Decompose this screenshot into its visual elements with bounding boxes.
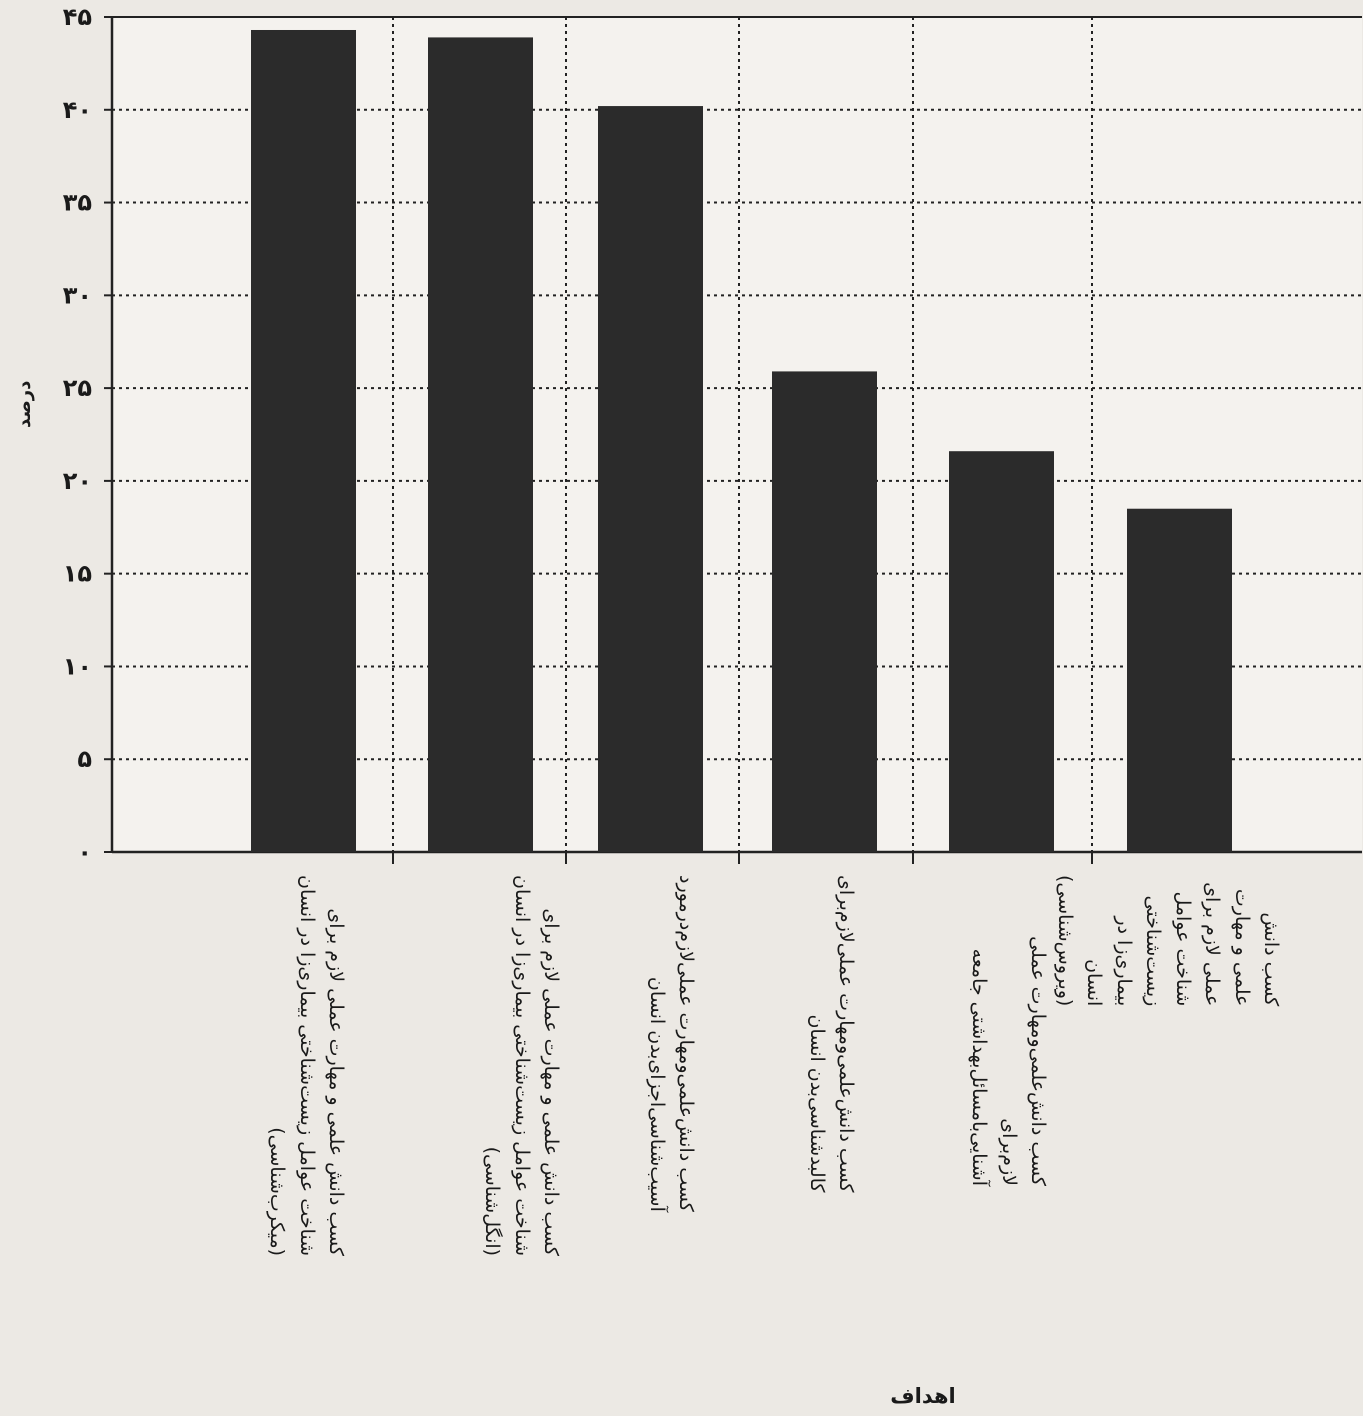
bar — [1127, 509, 1232, 852]
y-tick-label: ۲۵ — [63, 374, 92, 402]
y-tick-label: ۱۰ — [63, 652, 92, 680]
y-tick-label: ۵ — [77, 745, 92, 773]
x-tick-label: کسب دانش علمی و مهارت عملی لازم برای شنا… — [262, 875, 350, 1256]
bar — [251, 30, 356, 852]
y-tick-label: ۱۵ — [63, 560, 92, 588]
bar — [428, 37, 533, 852]
y-tick-label: ۲۰ — [63, 467, 92, 495]
x-tick-label: کسب دانش‌علمی‌ومهارت عملی‌لازم‌درمورد آس… — [641, 875, 700, 1212]
y-tick-label: ۴۰ — [63, 96, 92, 124]
y-tick-label: ۳۰ — [63, 281, 92, 309]
bar — [772, 371, 877, 852]
y-tick-label: ۰ — [77, 838, 92, 866]
x-tick-label: کسب دانش‌علمی‌ومهارت عملی‌لازم‌برای کالب… — [801, 875, 860, 1193]
x-tick-label: کسب دانش‌علمی‌ومهارت عملی لازم‌برای آشنا… — [964, 875, 1052, 1186]
x-tick-label: کسب دانش علمی و مهارت عملی لازم برای شنا… — [477, 875, 565, 1256]
bar — [949, 451, 1054, 852]
y-tick-label: ۳۵ — [63, 189, 92, 217]
x-axis-title: اهداف — [878, 1384, 968, 1408]
y-tick-label: ۴۵ — [63, 3, 92, 31]
y-axis-title: درصد — [14, 381, 35, 428]
bar — [598, 106, 703, 852]
x-tick-label: کسب دانش علمی و مهارت عملی لازم برای شنا… — [1050, 875, 1286, 1006]
